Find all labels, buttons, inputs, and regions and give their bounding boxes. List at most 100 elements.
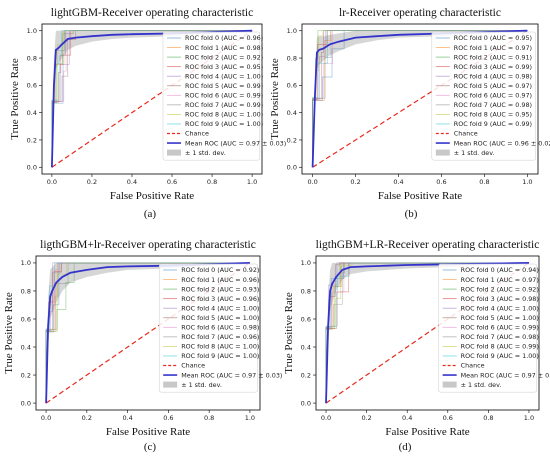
x-tick-label: 0.2 [350, 178, 360, 186]
mean-roc-line [45, 262, 250, 404]
legend-entry: ROC fold 7 (AUC = 0.98) [454, 101, 532, 109]
legend-entry: ROC fold 4 (AUC = 0.98) [454, 72, 532, 80]
roc-fold-line [312, 30, 528, 168]
legend-entry: ROC fold 7 (AUC = 0.99) [185, 101, 263, 109]
legend-entry: ROC fold 9 (AUC = 0.99) [454, 120, 532, 128]
plot-frame [35, 255, 261, 411]
x-tick-label: 0.0 [321, 414, 331, 422]
legend-entry-band: ± 1 std. dev. [185, 149, 226, 157]
y-tick-label: 0.2 [287, 136, 297, 144]
legend-entry: ROC fold 0 (AUC = 0.95) [454, 34, 532, 42]
chart-title: lightGBM-Receiver operating characterist… [51, 7, 253, 19]
legend-entry-band: ± 1 std. dev. [454, 149, 495, 157]
roc-fold-line [312, 30, 528, 168]
legend-swatch-band [167, 149, 181, 156]
roc-fold-line [51, 30, 253, 168]
x-tick-label: 0.6 [436, 178, 446, 186]
plot-frame [301, 23, 539, 175]
legend-swatch-band [442, 381, 457, 388]
y-tick-label: 0.4 [287, 109, 297, 117]
x-axis-label: False Positive Rate [378, 190, 462, 202]
roc-fold-line [312, 30, 528, 168]
plot-frame [315, 255, 540, 411]
chart-panel: lightGBM-Receiver operating characterist… [9, 7, 286, 220]
roc-fold-line [45, 262, 250, 404]
roc-fold-line [51, 30, 253, 168]
legend-entry: ROC fold 4 (AUC = 1.00) [461, 304, 539, 312]
legend-entry: ROC fold 5 (AUC = 0.99) [185, 82, 263, 90]
panel-caption: (c) [144, 441, 157, 453]
legend-entry: ROC fold 1 (AUC = 0.97) [461, 276, 539, 284]
roc-fold-line [312, 30, 528, 168]
legend-entry: ROC fold 0 (AUC = 0.94) [461, 266, 539, 274]
chart-title: lr-Receiver operating characteristic [339, 7, 501, 19]
plot-frame [41, 23, 263, 175]
legend-entry: ROC fold 7 (AUC = 0.98) [461, 333, 539, 341]
y-tick-label: 1.0 [301, 259, 311, 267]
y-tick-label: 0.6 [301, 315, 311, 323]
x-tick-label: 0.0 [307, 178, 317, 186]
x-tick-label: 1.0 [524, 414, 534, 422]
legend-entry-chance: Chance [454, 130, 478, 138]
std-dev-band [312, 30, 528, 168]
y-tick-label: 0.8 [287, 54, 297, 62]
legend-entry: ROC fold 4 (AUC = 1.00) [181, 304, 259, 312]
y-tick-label: 0.2 [21, 371, 31, 379]
y-tick-label: 0.8 [21, 287, 31, 295]
legend-entry: ROC fold 2 (AUC = 0.92) [461, 285, 539, 293]
roc-fold-line [312, 30, 528, 168]
legend-entry: ROC fold 0 (AUC = 0.92) [181, 266, 259, 274]
legend-entry: ROC fold 8 (AUC = 0.99) [461, 343, 539, 351]
y-tick-label: 1.0 [27, 27, 37, 35]
legend-entry: ROC fold 8 (AUC = 0.95) [454, 111, 532, 119]
mean-roc-line [325, 262, 530, 404]
chart-title: ligthGBM+LR-Receiver operating character… [316, 239, 540, 251]
legend-entry: ROC fold 8 (AUC = 1.00) [181, 343, 259, 351]
panel-caption: (d) [399, 441, 412, 453]
mean-roc-line [51, 29, 253, 168]
legend-box [162, 31, 261, 161]
y-tick-label: 0.0 [301, 399, 311, 407]
x-tick-label: 0.6 [167, 178, 177, 186]
legend-entry-chance: Chance [185, 130, 209, 138]
x-tick-label: 0.4 [122, 414, 132, 422]
std-dev-band [46, 262, 250, 404]
x-tick-label: 0.4 [402, 414, 412, 422]
legend-entry: ROC fold 3 (AUC = 0.99) [454, 63, 532, 71]
roc-fold-line [312, 30, 528, 168]
x-tick-label: 0.8 [207, 178, 217, 186]
legend-entry-mean: Mean ROC (AUC = 0.97 ± 0.03) [181, 371, 282, 379]
y-tick-label: 0.4 [27, 109, 37, 117]
y-tick-label: 0.6 [27, 82, 37, 90]
legend-entry: ROC fold 6 (AUC = 0.99) [461, 324, 539, 332]
legend-entry: ROC fold 5 (AUC = 0.97) [454, 82, 532, 90]
roc-fold-line [45, 262, 250, 404]
roc-fold-line [45, 262, 250, 404]
x-tick-label: 0.8 [479, 178, 489, 186]
x-tick-label: 0.4 [393, 178, 403, 186]
y-tick-label: 0.6 [287, 82, 297, 90]
legend-swatch-band [435, 149, 450, 156]
y-tick-label: 0.0 [27, 164, 37, 172]
legend-entry: ROC fold 2 (AUC = 0.93) [181, 285, 259, 293]
x-tick-label: 1.0 [247, 178, 257, 186]
legend-entry: ROC fold 8 (AUC = 1.00) [185, 111, 263, 119]
roc-fold-line [325, 262, 529, 404]
legend-entry: ROC fold 7 (AUC = 0.96) [181, 333, 259, 341]
y-axis-label: True Positive Rate [9, 58, 21, 140]
legend-box [438, 263, 538, 393]
legend-entry: ROC fold 6 (AUC = 0.99) [185, 92, 263, 100]
x-tick-label: 0.6 [443, 414, 453, 422]
legend-entry: ROC fold 5 (AUC = 1.00) [181, 314, 259, 322]
roc-fold-line [312, 30, 528, 168]
y-tick-label: 0.8 [27, 54, 37, 62]
mean-roc-line [311, 29, 528, 168]
roc-fold-line [45, 262, 250, 404]
legend-box [158, 263, 259, 393]
y-tick-label: 1.0 [287, 27, 297, 35]
legend-entry: ROC fold 3 (AUC = 0.95) [185, 63, 263, 71]
legend-entry-band: ± 1 std. dev. [461, 381, 502, 389]
roc-fold-line [45, 262, 250, 404]
y-tick-label: 0.6 [21, 315, 31, 323]
